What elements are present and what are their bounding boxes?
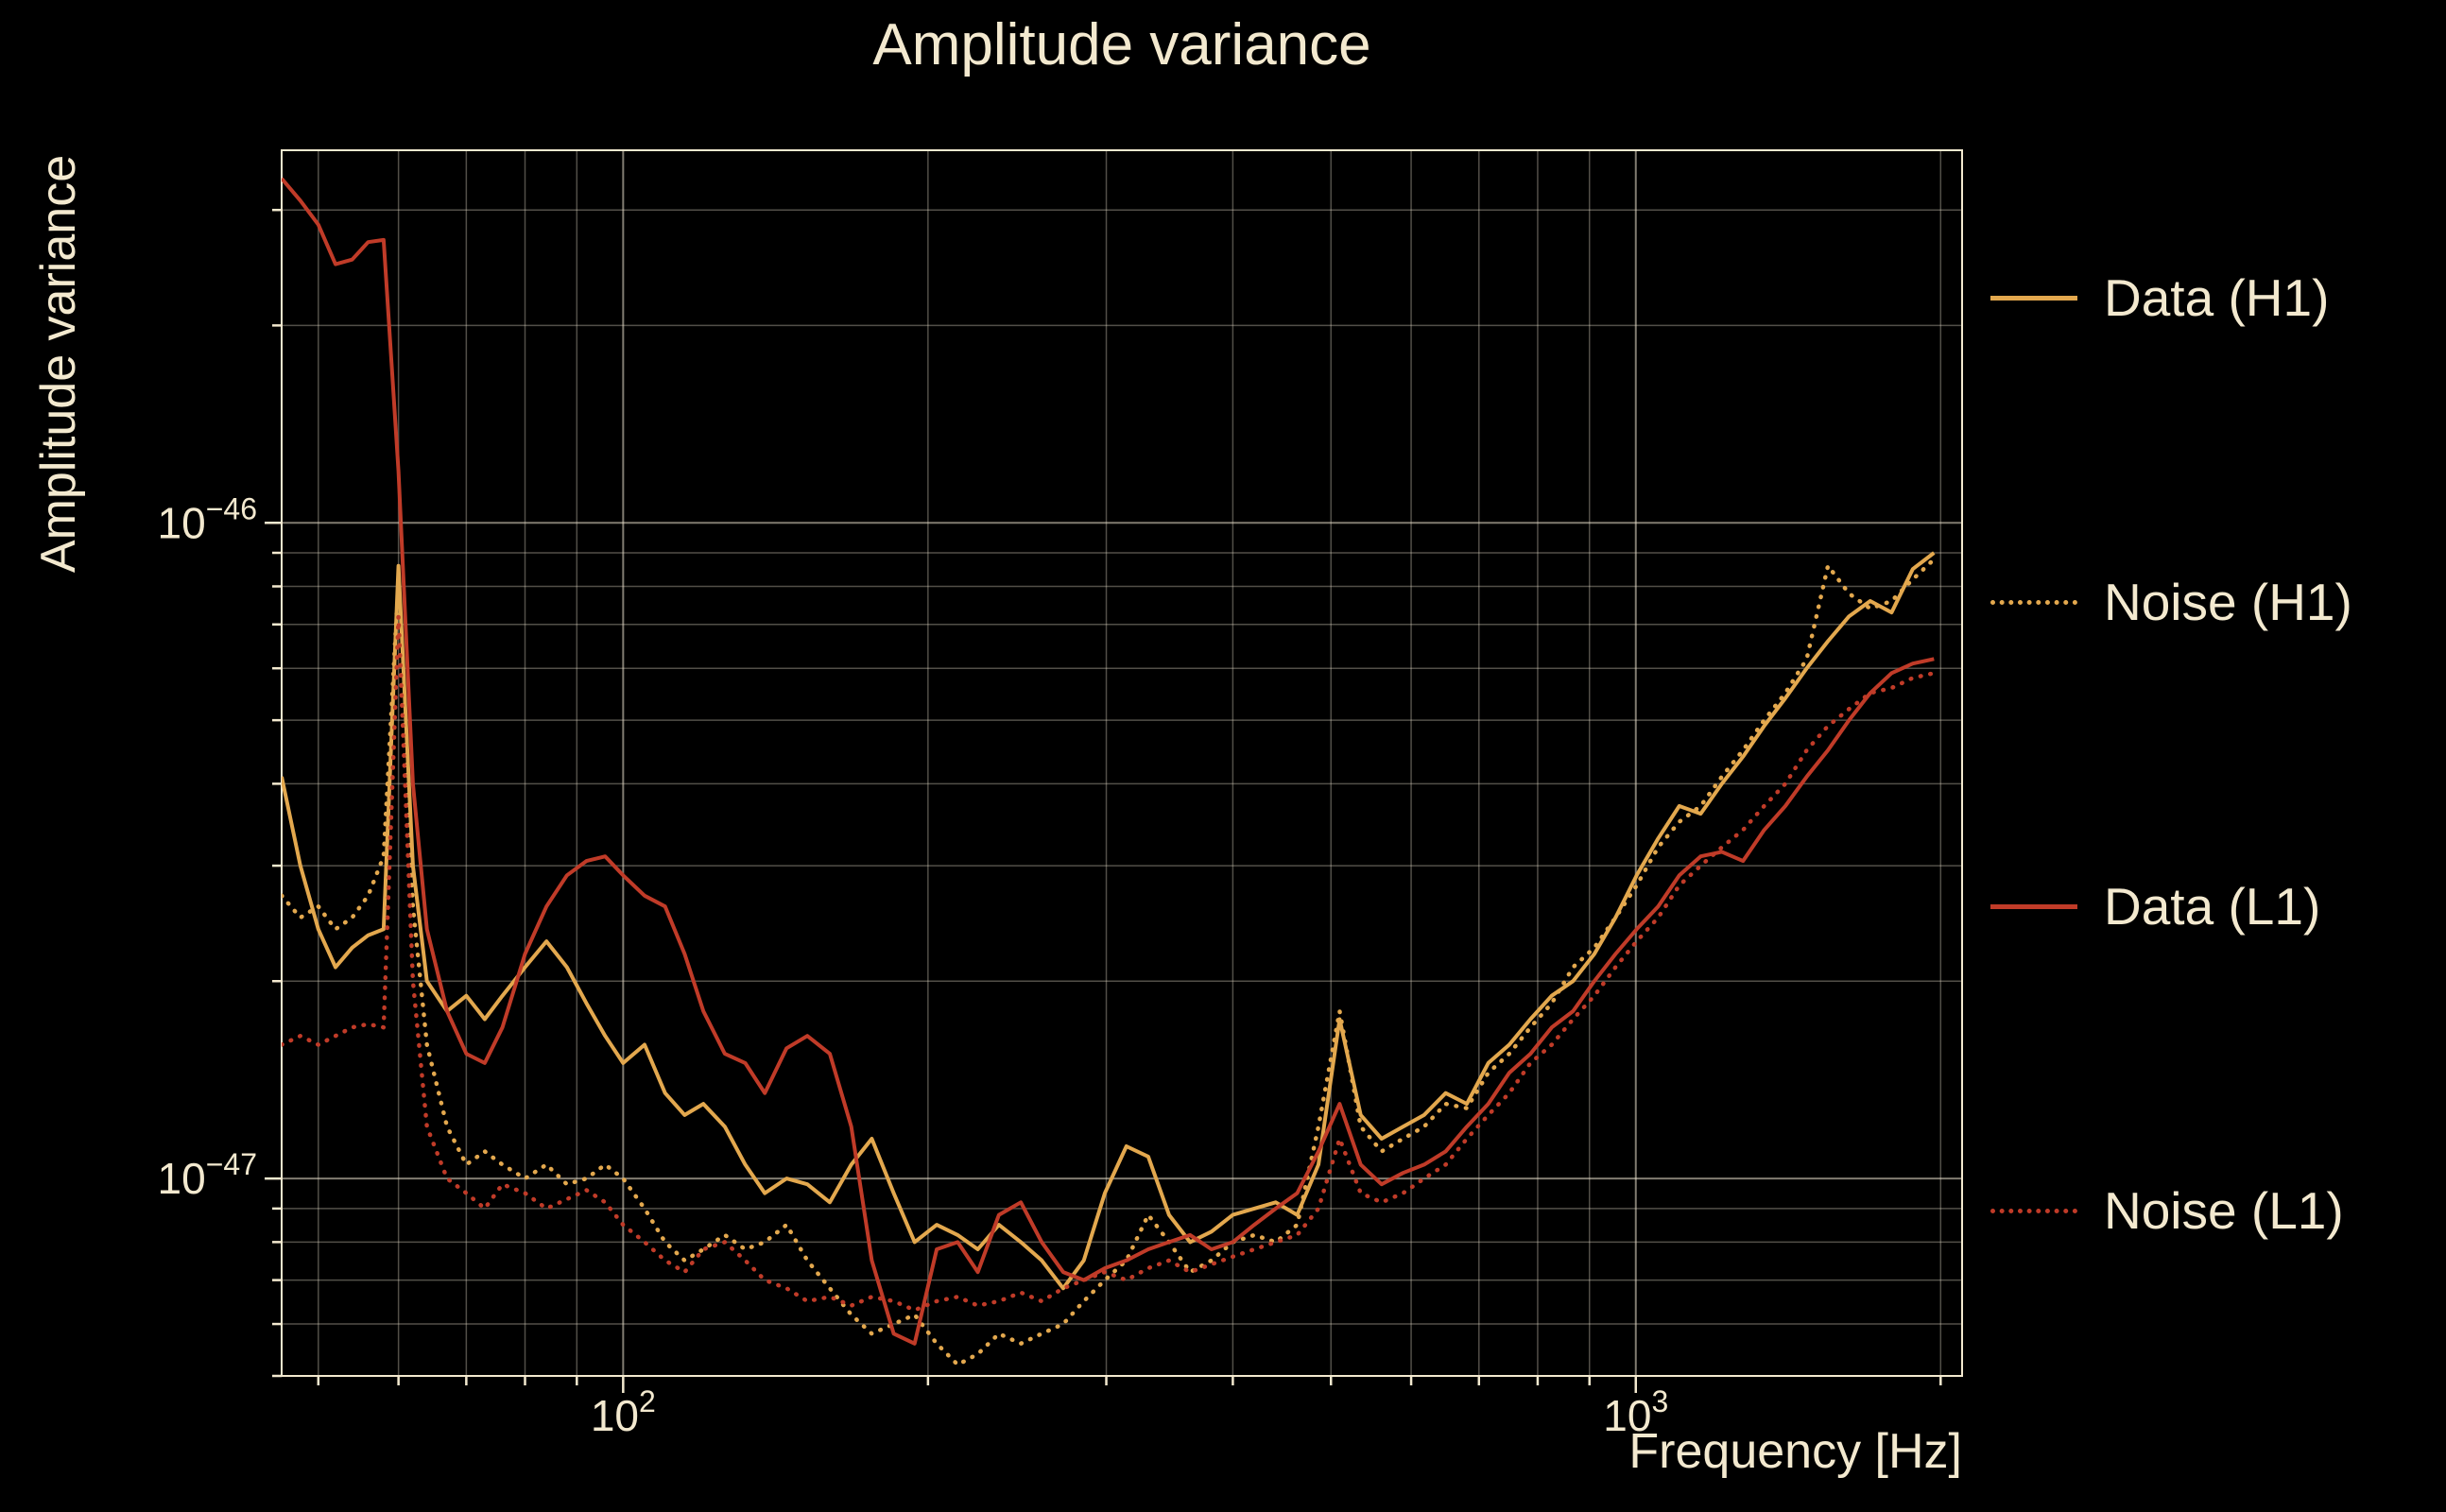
legend-label-noise-l1: Noise (L1) [2104, 1181, 2344, 1240]
x-tick-label: 103 [1603, 1384, 1668, 1440]
series-line-data-l1 [282, 177, 1935, 1346]
series-lines [282, 177, 1937, 1367]
legend: Data (H1) Noise (H1) Data (L1) Noise (L1) [1990, 267, 2352, 1241]
legend-entry-data-h1: Data (H1) [1990, 267, 2352, 328]
y-tick-label: 10−47 [158, 1147, 257, 1203]
gridlines [282, 150, 1962, 1377]
chart-title: Amplitude variance [872, 12, 1371, 77]
legend-label-data-l1: Data (L1) [2104, 877, 2321, 936]
y-tick-label: 10−46 [158, 491, 257, 547]
axis-ticks [265, 208, 1942, 1393]
legend-entry-data-l1: Data (L1) [1990, 876, 2352, 936]
legend-line-sample-noise-l1 [1990, 1208, 2077, 1213]
legend-line-sample-noise-h1 [1990, 599, 2077, 605]
x-axis-label: Frequency [Hz] [1628, 1424, 1962, 1479]
series-line-noise-l1 [282, 613, 1937, 1313]
legend-entry-noise-h1: Noise (H1) [1990, 572, 2352, 632]
series-line-noise-h1 [282, 557, 1937, 1367]
y-axis-label: Amplitude variance [31, 154, 86, 574]
legend-line-sample-data-l1 [1990, 903, 2077, 909]
legend-entry-noise-l1: Noise (L1) [1990, 1180, 2352, 1241]
legend-label-data-h1: Data (H1) [2104, 268, 2330, 327]
x-tick-label: 102 [591, 1384, 656, 1440]
legend-label-noise-h1: Noise (H1) [2104, 573, 2352, 631]
legend-line-sample-data-h1 [1990, 295, 2077, 301]
plot-frame [281, 149, 1963, 1377]
